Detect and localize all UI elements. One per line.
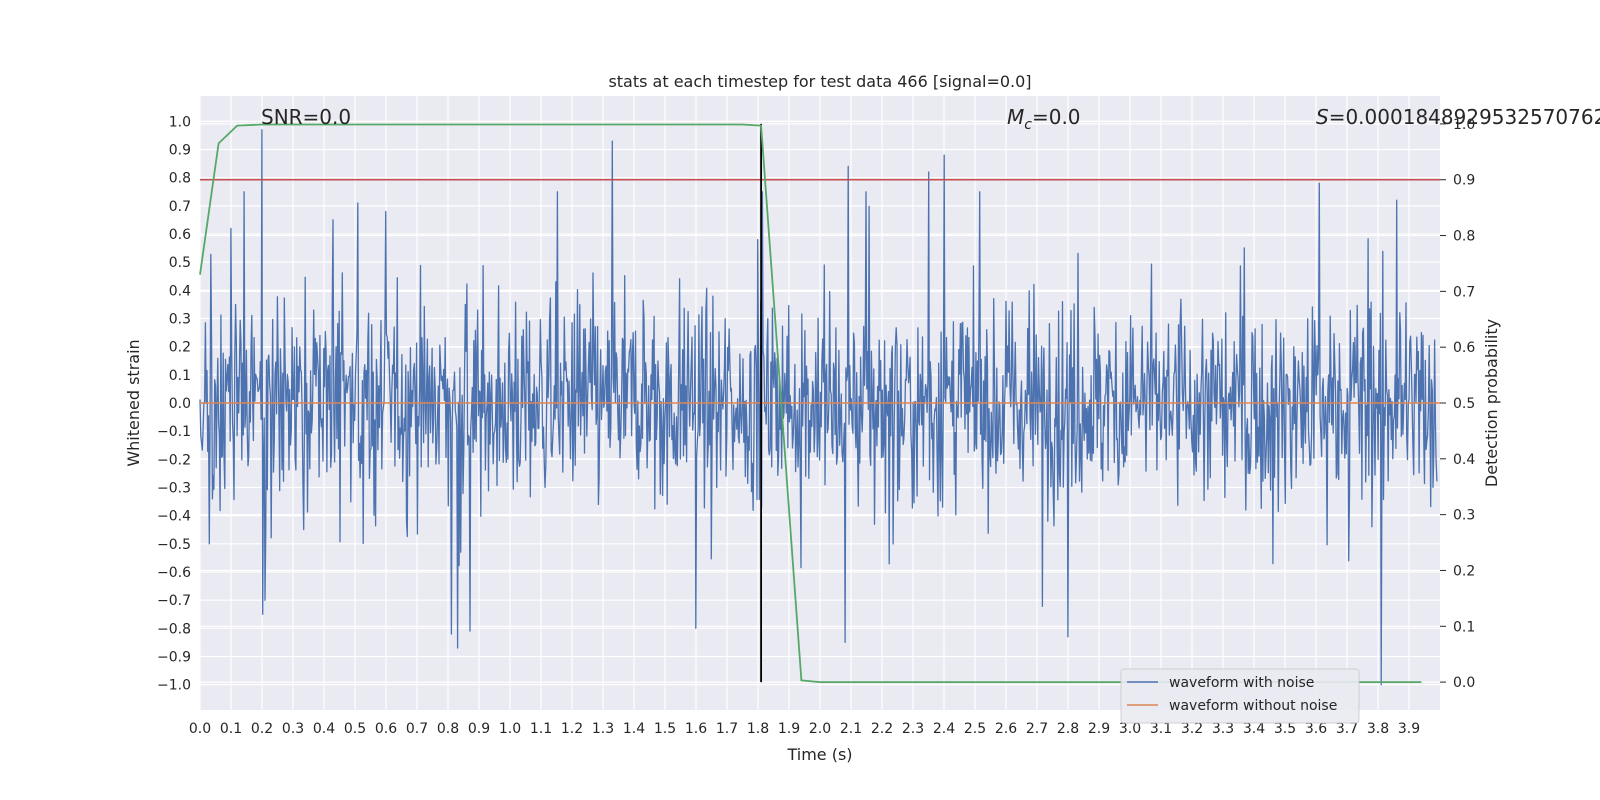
left-y-axis-ticks: 1.0 0.9 0.8 0.7 0.6 0.5 0.4 0.3 0.2 0.1 0.0 −0.1 −0.… [157,114,191,693]
chart-title: stats at each timestep for test data 466… [608,72,1031,91]
y-axis-label: Whitened strain [124,339,143,466]
y-tick-label: −0.7 [157,593,191,609]
chirp-mass-symbol: M [1007,105,1024,129]
x-tick-label: 1.3 [592,721,614,737]
x-tick-label: 0.9 [468,721,490,737]
x-tick-label: 1.4 [623,721,645,737]
x-tick-label: 0.6 [375,721,397,737]
x-tick-label: 0.1 [220,721,242,737]
right-y-tick-label: 0.1 [1453,619,1475,635]
legend: waveform with noise waveform without noi… [1120,668,1360,724]
legend-label-clean: waveform without noise [1169,698,1337,714]
right-y-axis-ticks: 1.0 0.9 0.8 0.7 0.6 0.5 0.4 0.3 0.2 0.1 0.0 [1440,117,1475,691]
statistic-value: =0.00018489295325707626 [1329,105,1600,129]
legend-box [1120,668,1360,724]
x-tick-label: 1.8 [747,721,769,737]
x-tick-label: 0.4 [313,721,335,737]
y-tick-label: −0.8 [157,621,191,637]
probability-line [199,123,1422,683]
x-tick-label: 3.7 [1336,721,1358,737]
y-tick-label: −0.9 [157,649,191,665]
y-tick-label: −0.4 [157,509,191,525]
right-y-tick-label: 0.7 [1453,284,1475,300]
right-y-tick-label: 0.6 [1453,340,1475,356]
y-tick-label: −0.2 [157,452,191,468]
x-tick-label: 2.3 [902,721,924,737]
statistic-symbol: S [1316,105,1329,129]
x-tick-label: 0.2 [251,721,273,737]
chirp-mass-subscript: c [1024,117,1032,133]
x-tick-label: 1.0 [499,721,521,737]
statistic-annotation: S=0.00018489295325707626 [1316,105,1600,129]
x-tick-label: 3.3 [1212,721,1234,737]
y-tick-label: 0.3 [169,312,191,328]
x-tick-label: 3.1 [1150,721,1172,737]
x-tick-label: 1.1 [530,721,552,737]
x-tick-label: 2.0 [809,721,831,737]
right-y-tick-label: 1.0 [1453,117,1475,133]
x-tick-label: 3.5 [1274,721,1296,737]
x-tick-label: 3.8 [1367,721,1389,737]
x-axis-ticks: 0.0 0.1 0.2 0.3 0.4 0.5 0.6 0.7 0.8 0.9 1.0 1.1 1.2 1… [189,721,1420,737]
y-tick-label: −1.0 [157,678,191,694]
right-y-tick-label: 0.3 [1453,508,1475,524]
y-tick-label: 0.2 [169,340,191,356]
y-tick-label: −0.1 [157,424,191,440]
y-tick-label: 0.9 [169,143,191,159]
x-tick-label: 1.9 [778,721,800,737]
y-tick-label: −0.5 [157,537,191,553]
x-tick-label: 3.6 [1305,721,1327,737]
chirp-mass-annotation: Mc=0.0 [1007,105,1081,133]
x-tick-label: 2.7 [1026,721,1048,737]
chirp-mass-value: =0.0 [1032,105,1081,129]
y-tick-label: 1.0 [169,114,191,130]
x-tick-label: 0.3 [282,721,304,737]
x-tick-label: 1.2 [561,721,583,737]
x-tick-label: 2.1 [840,721,862,737]
y-tick-label: 0.0 [169,396,191,412]
x-tick-label: 2.9 [1088,721,1110,737]
right-y-tick-label: 0.4 [1453,452,1475,468]
x-axis-label: Time (s) [786,745,852,764]
y-tick-label: 0.7 [169,199,191,215]
x-tick-label: 0.7 [406,721,428,737]
y-tick-label: 0.1 [169,368,191,384]
x-tick-label: 2.2 [871,721,893,737]
y-tick-label: 0.4 [169,283,191,299]
x-tick-label: 3.0 [1119,721,1141,737]
x-tick-label: 1.6 [685,721,707,737]
right-y-tick-label: 0.0 [1453,675,1475,691]
snr-annotation: SNR=0.0 [261,105,351,129]
x-tick-label: 3.2 [1181,721,1203,737]
x-tick-label: 1.5 [654,721,676,737]
y-tick-label: −0.3 [157,480,191,496]
right-y-tick-label: 0.9 [1453,173,1475,189]
x-tick-label: 3.9 [1398,721,1420,737]
x-tick-label: 2.8 [1057,721,1079,737]
right-y-tick-label: 0.2 [1453,563,1475,579]
y-tick-label: 0.5 [169,255,191,271]
right-y-tick-label: 0.5 [1453,396,1475,412]
x-tick-label: 0.5 [344,721,366,737]
right-y-tick-label: 0.8 [1453,229,1475,245]
x-tick-label: 0.0 [189,721,211,737]
x-tick-label: 2.5 [964,721,986,737]
detection-probability-series [199,123,1422,683]
x-tick-label: 0.8 [437,721,459,737]
x-tick-label: 1.7 [716,721,738,737]
y-tick-label: 0.8 [169,171,191,187]
x-tick-label: 2.4 [933,721,955,737]
y-tick-label: 0.6 [169,227,191,243]
right-y-axis-label: Detection probability [1482,319,1501,487]
legend-label-noise: waveform with noise [1169,675,1314,691]
x-tick-label: 2.6 [995,721,1017,737]
y-tick-label: −0.6 [157,565,191,581]
x-tick-label: 3.4 [1243,721,1265,737]
